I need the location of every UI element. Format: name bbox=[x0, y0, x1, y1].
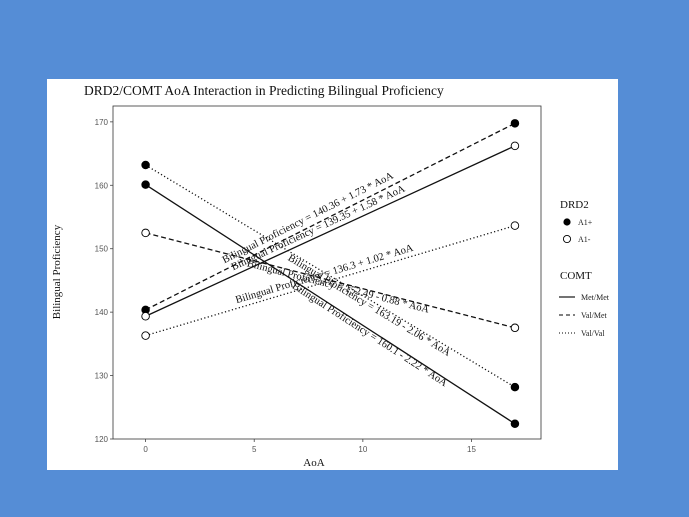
data-point-a1plus-val-met bbox=[510, 119, 520, 128]
y-tick-label: 130 bbox=[95, 372, 109, 381]
chart-title: DRD2/COMT AoA Interaction in Predicting … bbox=[84, 83, 444, 98]
data-point-a1-val-met bbox=[141, 228, 150, 238]
y-tick-label: 120 bbox=[95, 435, 109, 444]
series-line-a1plus-met-met bbox=[145, 184, 516, 425]
x-tick-label: 10 bbox=[358, 445, 367, 454]
legend-a1plus-marker bbox=[563, 218, 571, 226]
y-axis: 120 130 140 150 160 170 bbox=[95, 118, 113, 444]
y-tick-label: 140 bbox=[95, 308, 109, 317]
legend-comt: COMT Met/Met Val/Met Val/Val bbox=[559, 270, 610, 338]
y-axis-label: Bilingual Proficiency bbox=[51, 224, 63, 319]
legend-comt-title: COMT bbox=[560, 270, 592, 282]
interaction-chart: DRD2/COMT AoA Interaction in Predicting … bbox=[51, 83, 610, 469]
legend-a1minus-marker bbox=[562, 234, 572, 244]
legend-drd2: DRD2 A1+ A1- bbox=[560, 199, 593, 244]
equation-labels: Bilingual Proficiency = 160.1 - 2.22 * A… bbox=[221, 170, 453, 389]
legend-valmet-label: Val/Met bbox=[581, 311, 608, 320]
chart-card: DRD2/COMT AoA Interaction in Predicting … bbox=[47, 79, 618, 470]
data-point-a1plus-val-val bbox=[510, 382, 520, 392]
y-tick-label: 160 bbox=[95, 181, 109, 190]
legend-a1minus-label: A1- bbox=[578, 235, 591, 244]
legend-valval-label: Val/Val bbox=[581, 329, 605, 338]
x-tick-label: 15 bbox=[467, 445, 476, 454]
data-point-a1plus-val-val bbox=[141, 160, 150, 170]
series-line-a1-val-val bbox=[145, 225, 516, 337]
data-point-a1plus-met-met bbox=[141, 180, 150, 189]
equation-label-a1plus-val-met: Bilingual Proficiency = 140.36 + 1.73 * … bbox=[221, 170, 396, 266]
x-axis-label: AoA bbox=[303, 457, 324, 469]
data-point-a1-met-met bbox=[510, 141, 520, 151]
legend-metmet-label: Met/Met bbox=[581, 293, 610, 302]
legend-a1plus-label: A1+ bbox=[578, 218, 593, 227]
data-point-a1-val-val bbox=[141, 331, 150, 340]
data-point-a1-val-met bbox=[510, 323, 520, 333]
series-points bbox=[141, 119, 520, 429]
y-tick-label: 150 bbox=[95, 245, 109, 254]
x-axis: 0 5 10 15 bbox=[143, 439, 476, 454]
data-point-a1-met-met bbox=[141, 312, 150, 321]
legend-drd2-title: DRD2 bbox=[560, 199, 589, 211]
series-lines bbox=[145, 122, 516, 425]
data-point-a1-val-val bbox=[510, 221, 520, 230]
x-tick-label: 5 bbox=[252, 445, 257, 454]
series-line-a1plus-val-met bbox=[145, 122, 516, 311]
series-line-a1-met-met bbox=[145, 145, 516, 317]
data-point-a1plus-met-met bbox=[510, 419, 520, 429]
plot-panel bbox=[112, 105, 542, 440]
y-tick-label: 170 bbox=[95, 118, 109, 127]
x-tick-label: 0 bbox=[143, 445, 148, 454]
